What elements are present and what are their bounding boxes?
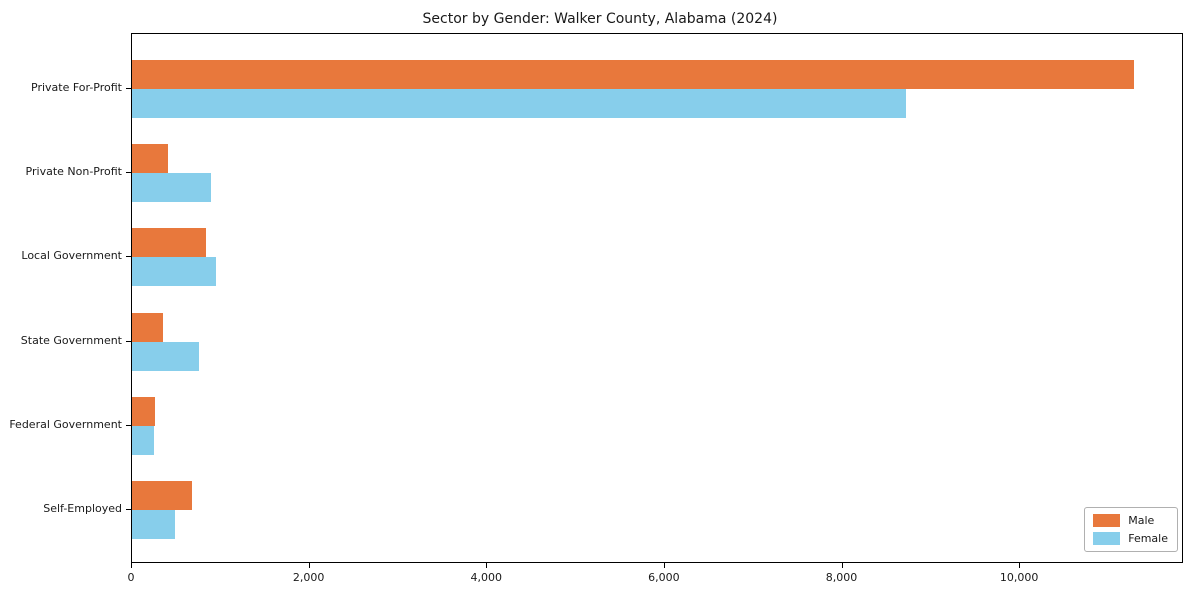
xtick-label-8-000: 8,000 [825,571,858,584]
ytick-mark [126,88,131,89]
ytick-label-local-government: Local Government [21,249,122,263]
bar-female-local-government [132,257,217,287]
bar-female-federal-government [132,425,154,455]
legend-item-female: Female [1093,532,1168,545]
ytick-label-state-government: State Government [20,333,122,347]
bar-male-local-government [132,228,207,258]
ytick-label-private-for-profit: Private For-Profit [31,81,122,94]
bar-male-self-employed [132,481,192,510]
bar-female-self-employed [132,510,176,539]
legend-label-male: Male [1128,514,1155,527]
bar-female-state-government [132,341,200,371]
bar-male-private-non-profit [132,144,169,174]
xtick-label-10-000: 10,000 [999,571,1039,584]
chart-title: Sector by Gender: Walker County, Alabama… [422,11,778,27]
xtick-mark [663,563,665,568]
legend: Male Female [1084,507,1178,552]
ytick-mark [126,424,131,426]
legend-swatch-male-icon [1093,514,1121,527]
legend-item-male: Male [1093,514,1168,527]
xtick-mark [308,563,310,568]
ytick-label-self-employed: Self-Employed [43,502,122,515]
xtick-mark [1019,563,1021,568]
bar-female-private-non-profit [132,173,212,203]
xtick-mark [486,563,488,568]
xtick-label-0: 0 [127,571,135,584]
xtick-mark [841,563,843,568]
ytick-label-federal-government: Federal Government [9,417,122,431]
bar-male-state-government [132,312,163,342]
ytick-mark [126,509,131,510]
xtick-label-4-000: 4,000 [470,571,503,584]
ytick-label-private-non-profit: Private Non-Profit [25,165,122,179]
xtick-label-6-000: 6,000 [648,571,680,584]
ytick-mark [126,256,131,258]
legend-label-female: Female [1128,532,1168,545]
xtick-label-2-000: 2,000 [292,571,325,584]
legend-swatch-female-icon [1093,532,1121,545]
xtick-mark [131,563,132,568]
bar-male-private-for-profit [132,60,1134,89]
ytick-mark [126,172,131,174]
bar-male-federal-government [132,396,156,426]
bar-female-private-for-profit [132,89,907,118]
ytick-mark [126,340,131,342]
plot-area: Male Female [131,33,1183,563]
